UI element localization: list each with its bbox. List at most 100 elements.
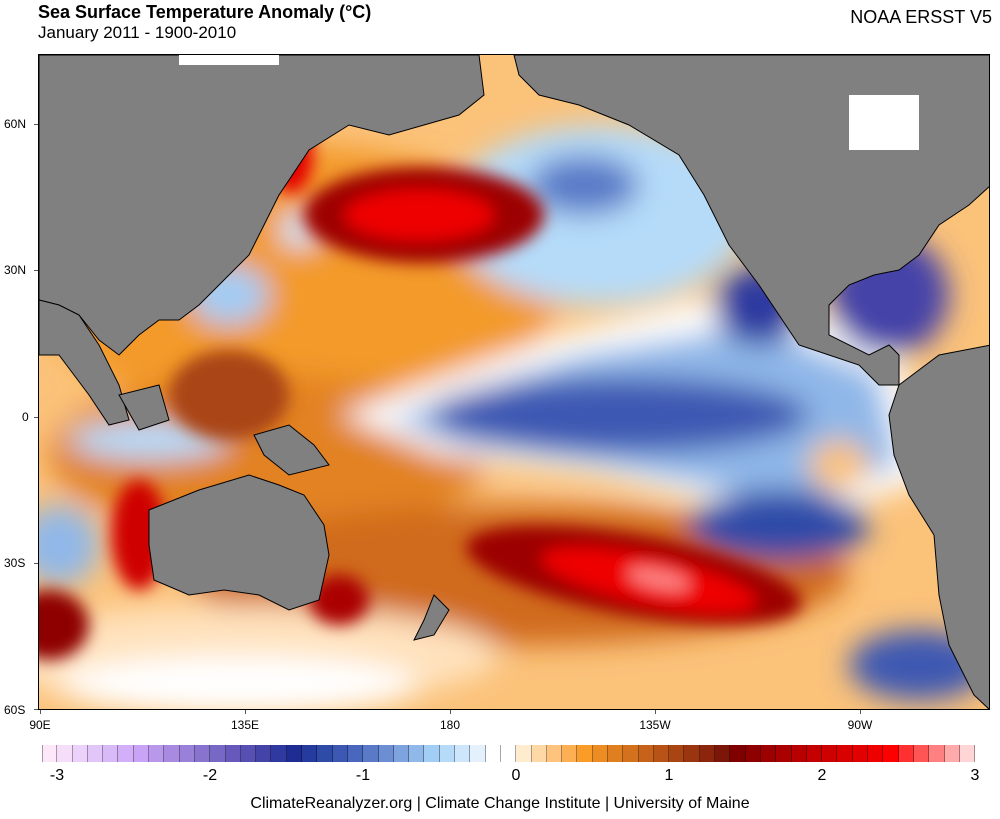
y-axis-label: 30S [4, 556, 26, 570]
colorbar-label: -3 [49, 767, 65, 784]
x-tick [245, 710, 246, 714]
colorbar-label: 3 [970, 767, 980, 784]
colorbar-swatch [149, 745, 165, 762]
colorbar-swatch [669, 745, 685, 762]
colorbar-label: -2 [202, 767, 218, 784]
colorbar-swatch [240, 745, 257, 762]
australia [148, 474, 330, 611]
colorbar [42, 745, 976, 762]
colorbar-swatch [317, 745, 333, 762]
y-axis-label: 60S [4, 703, 26, 717]
southern-ocean-neutral [59, 655, 419, 709]
colorbar-swatch [868, 745, 884, 762]
colorbar-swatch [745, 745, 761, 762]
colorbar-swatch [118, 745, 134, 762]
x-axis-label: 90W [847, 718, 873, 732]
south-america [888, 344, 989, 709]
colorbar-swatch [715, 745, 731, 762]
colorbar-swatch [760, 745, 777, 762]
colorbar-swatch [194, 745, 211, 762]
colorbar-label: 0 [511, 767, 521, 784]
colorbar-swatch [72, 745, 88, 762]
colorbar-swatch [883, 745, 899, 762]
colorbar-swatch [500, 745, 517, 762]
gulf-of-alaska-cool [529, 155, 639, 215]
colorbar-swatch [225, 745, 241, 762]
x-tick [450, 710, 451, 714]
x-axis-label: 135E [230, 718, 260, 732]
colorbar-swatch [455, 745, 471, 762]
colorbar-label: -1 [355, 767, 371, 784]
colorbar-swatch [439, 745, 456, 762]
colorbar-swatch [959, 745, 976, 762]
colorbar-swatch [562, 745, 578, 762]
colorbar-swatch [485, 745, 501, 762]
colorbar-swatch [210, 745, 226, 762]
map-subtitle: January 2011 - 1900-2010 [38, 23, 237, 42]
x-tick [655, 710, 656, 714]
borneo [118, 384, 170, 431]
colorbar-label: 1 [664, 767, 674, 784]
new-guinea [253, 424, 330, 476]
colorbar-swatch [103, 745, 119, 762]
y-axis-label: 30N [4, 263, 27, 277]
colorbar-swatch [87, 745, 104, 762]
colorbar-swatch [302, 745, 318, 762]
y-tick [34, 417, 38, 418]
colorbar-swatch [57, 745, 73, 762]
cold-tongue-core [429, 377, 809, 453]
colorbar-swatch [684, 745, 700, 762]
y-axis-label: 60N [4, 117, 27, 131]
southeast-pacific-cold [689, 490, 869, 560]
colorbar-swatch [470, 745, 486, 762]
colorbar-swatch [822, 745, 838, 762]
colorbar-swatch [409, 745, 425, 762]
colorbar-swatch [806, 745, 823, 762]
y-tick [34, 124, 38, 125]
colorbar-swatch [531, 745, 547, 762]
colorbar-swatch [699, 745, 716, 762]
colorbar-swatch [393, 745, 410, 762]
colorbar-swatch [256, 745, 272, 762]
new-zealand [413, 594, 450, 641]
colorbar-swatch [577, 745, 593, 762]
y-tick [34, 709, 38, 710]
colorbar-swatch [653, 745, 670, 762]
y-tick [34, 563, 38, 564]
colorbar-swatch [623, 745, 639, 762]
arctic-no-data [179, 55, 279, 65]
colorbar-swatch [516, 745, 532, 762]
north-pacific-hot-core [344, 189, 494, 241]
colorbar-swatch [837, 745, 853, 762]
colorbar-swatch [913, 745, 930, 762]
colorbar-swatch [776, 745, 792, 762]
x-tick [40, 710, 41, 714]
tasman-hot [309, 575, 369, 625]
colorbar-swatch [164, 745, 180, 762]
northeast-pacific-cool [449, 125, 749, 305]
philippine-sea-warm [169, 350, 289, 440]
data-source-label: NOAA ERSST V5 [850, 7, 992, 27]
colorbar-label: 2 [817, 767, 827, 784]
colorbar-swatch [929, 745, 945, 762]
peru-warm-spot [809, 440, 869, 490]
colorbar-swatch [378, 745, 394, 762]
indian-ocean-cool [39, 505, 99, 585]
sst-anomaly-map [38, 54, 990, 710]
colorbar-swatch [852, 745, 869, 762]
southeast-asia [39, 299, 130, 426]
south-indian-hot [39, 590, 89, 660]
x-axis-label: 180 [439, 718, 461, 732]
colorbar-swatch [133, 745, 150, 762]
colorbar-swatch [791, 745, 807, 762]
colorbar-swatch [271, 745, 287, 762]
colorbar-swatch [944, 745, 960, 762]
colorbar-swatch [332, 745, 348, 762]
hudson-bay-no-data [849, 95, 919, 150]
colorbar-swatch [286, 745, 303, 762]
colorbar-swatch [592, 745, 608, 762]
x-axis-label: 135W [639, 718, 671, 732]
south-pacific-peak [627, 567, 691, 591]
map-canvas [39, 55, 989, 709]
credit-line: ClimateReanalyzer.org | Climate Change I… [250, 795, 750, 812]
